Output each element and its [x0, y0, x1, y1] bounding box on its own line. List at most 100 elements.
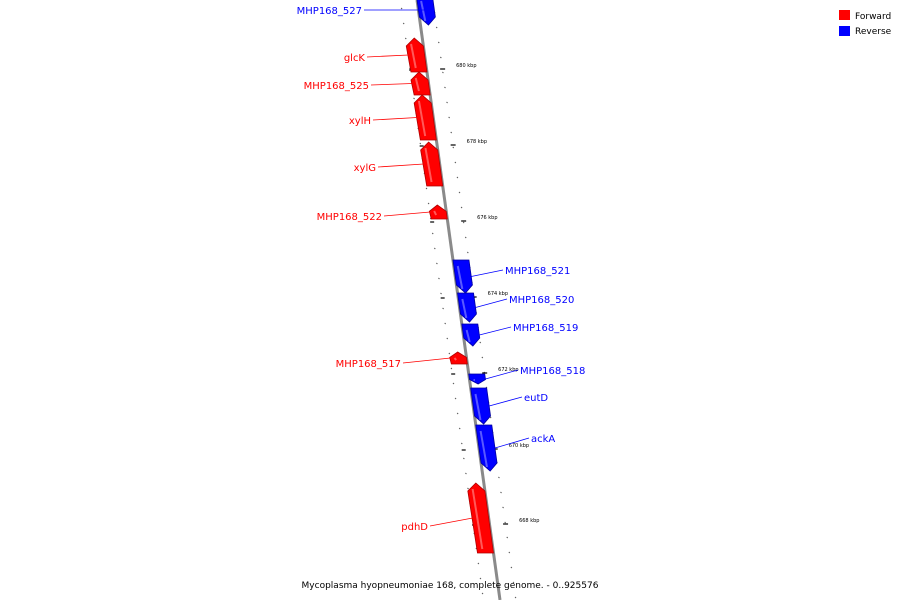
gene-highlight [453, 357, 457, 361]
minor-tick [466, 251, 469, 254]
gene-leader-line [479, 326, 512, 336]
gene-label[interactable]: eutD [524, 393, 548, 404]
gene-ackA[interactable]: ackA [475, 424, 556, 472]
minor-tick [504, 521, 507, 524]
gene-leader-line [489, 396, 523, 407]
minor-tick [431, 232, 434, 235]
reverse-gene-arrow[interactable] [475, 424, 498, 472]
legend-forward-swatch [839, 10, 850, 20]
reverse-gene-arrow[interactable] [457, 292, 477, 323]
reverse-gene-arrow[interactable] [416, 0, 436, 26]
minor-tick [458, 427, 461, 430]
gene-label[interactable]: MHP168_519 [513, 323, 578, 334]
gene-highlight [417, 100, 427, 137]
minor-tick [404, 37, 407, 40]
gene-label[interactable]: xylG [354, 163, 376, 174]
minor-tick [446, 101, 448, 104]
gene-eutD[interactable]: eutD [470, 387, 549, 425]
minor-tick [413, 97, 415, 100]
gene-leader-line [372, 117, 418, 121]
gene-highlight [424, 147, 433, 183]
kbp-tick-label: 680 kbp [456, 63, 476, 69]
forward-gene-arrow[interactable] [449, 351, 468, 365]
minor-tick [479, 577, 482, 580]
gene-label[interactable]: MHP168_520 [509, 295, 574, 306]
reverse-gene-arrow[interactable] [470, 387, 491, 425]
gene-highlight [471, 488, 484, 550]
minor-tick [442, 307, 444, 310]
gene-label[interactable]: ackA [531, 434, 555, 445]
gene-MHP168_517[interactable]: MHP168_517 [336, 351, 468, 370]
gene-highlight [420, 0, 427, 22]
gene-highlight [456, 265, 464, 290]
gene-MHP168_518[interactable]: MHP168_518 [468, 366, 586, 385]
gene-highlight [461, 298, 468, 319]
minor-tick [446, 337, 449, 340]
minor-tick [436, 262, 438, 265]
gene-label[interactable]: MHP168_527 [297, 6, 362, 17]
minor-tick [467, 487, 469, 490]
forward-gene-arrow[interactable] [413, 94, 437, 141]
gene-highlight [465, 329, 471, 343]
gene-label[interactable]: MHP168_518 [520, 366, 585, 377]
gene-MHP168_522[interactable]: MHP168_522 [317, 204, 448, 223]
reverse-gene-arrow[interactable] [468, 373, 486, 385]
minor-tick [500, 491, 502, 494]
legend-forward-label: Forward [855, 12, 891, 22]
gene-label[interactable]: MHP168_522 [317, 212, 382, 223]
gene-highlight [414, 77, 420, 92]
gene-label[interactable]: MHP168_525 [304, 81, 369, 92]
minor-tick [452, 146, 455, 149]
gene-MHP168_525[interactable]: MHP168_525 [304, 71, 431, 96]
gene-label[interactable]: glcK [344, 53, 366, 64]
minor-tick [440, 292, 442, 295]
forward-gene-arrow[interactable] [467, 482, 494, 554]
gene-leader-line [485, 369, 519, 380]
gene-MHP168_520[interactable]: MHP168_520 [457, 292, 575, 323]
minor-tick [450, 131, 453, 134]
minor-tick [477, 562, 480, 565]
minor-tick [489, 416, 492, 419]
gene-pdhD[interactable]: pdhD [401, 482, 494, 554]
minor-tick [481, 592, 484, 595]
gene-label[interactable]: MHP168_521 [505, 266, 570, 277]
minor-tick [456, 412, 459, 415]
reverse-gene-arrow[interactable] [461, 323, 481, 347]
gene-xylH[interactable]: xylH [349, 94, 437, 141]
gene-label[interactable]: MHP168_517 [336, 359, 401, 370]
forward-gene-arrow[interactable] [428, 204, 448, 220]
gene-MHP168_521[interactable]: MHP168_521 [452, 259, 570, 294]
gene-MHP168_519[interactable]: MHP168_519 [461, 323, 579, 347]
minor-tick [465, 472, 467, 475]
gene-highlight [474, 393, 482, 421]
gene-leader-line [471, 269, 504, 277]
kbp-tick-label: 676 kbp [477, 215, 497, 221]
gene-highlight [410, 43, 417, 69]
minor-tick [460, 206, 463, 209]
gene-features: MHP168_527 glcK MHP168_525 xylH xylG MHP168_5… [297, 0, 586, 554]
gene-leader-line [383, 211, 431, 217]
gene-MHP168_527[interactable]: MHP168_527 [297, 0, 436, 26]
minor-tick [512, 581, 515, 584]
minor-tick [481, 356, 484, 359]
gene-leader-line [370, 83, 413, 86]
gene-leader-line [494, 437, 530, 449]
gene-glcK[interactable]: glcK [344, 37, 428, 73]
minor-tick [454, 397, 457, 400]
minor-tick [458, 191, 461, 194]
minor-tick [456, 176, 459, 179]
minor-tick [508, 551, 511, 554]
kbp-tick-label: 678 kbp [467, 139, 487, 145]
forward-gene-arrow[interactable] [420, 141, 444, 187]
minor-tick [452, 382, 455, 385]
gene-label[interactable]: xylH [349, 116, 371, 127]
minor-tick [419, 142, 422, 145]
minor-tick [506, 536, 509, 539]
minor-tick [514, 596, 517, 599]
gene-leader-line [366, 54, 409, 58]
gene-xylG[interactable]: xylG [354, 141, 444, 187]
reverse-gene-arrow[interactable] [452, 259, 473, 294]
minor-tick [498, 476, 500, 479]
gene-label[interactable]: pdhD [401, 522, 428, 533]
minor-tick [464, 236, 467, 239]
